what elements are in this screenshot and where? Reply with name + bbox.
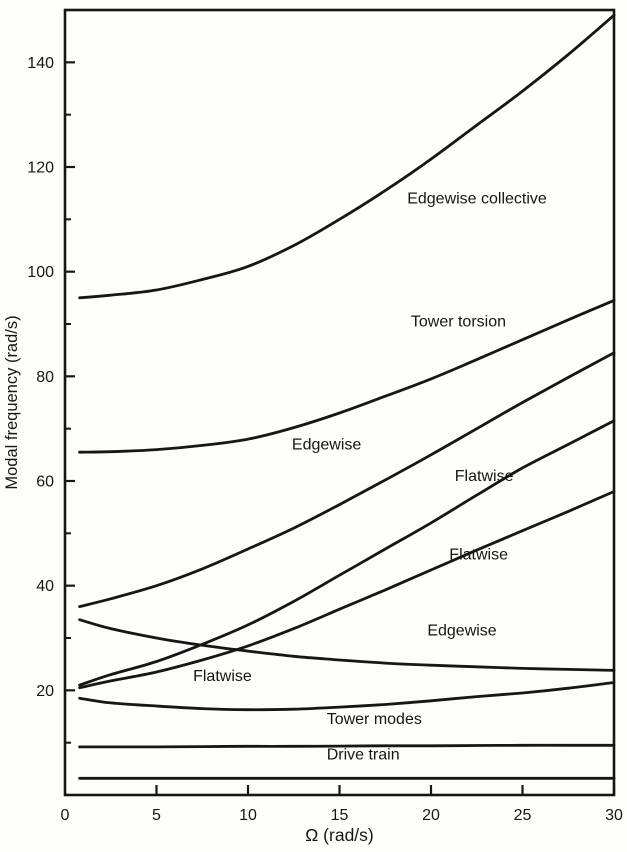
curve-label: Tower torsion	[411, 314, 506, 331]
plot-frame	[63, 8, 616, 797]
y-tick-label: 60	[36, 474, 54, 491]
x-tick-label: 10	[239, 807, 257, 824]
x-tick-label: 0	[61, 807, 70, 824]
curve-label: Edgewise	[292, 437, 361, 454]
y-axis-title: Modal frequency (rad/s)	[3, 315, 21, 489]
series-line-flatwise-middle	[78, 490, 616, 690]
y-tick-label: 140	[27, 55, 54, 72]
x-tick-label: 25	[514, 807, 532, 824]
series-line-tower-modes	[78, 743, 616, 749]
x-tick-label: 30	[605, 807, 623, 824]
x-tick-label: 5	[152, 807, 161, 824]
curve-label: Edgewise collective	[407, 191, 547, 208]
y-tick-label: 20	[36, 683, 54, 700]
y-tick-label: 80	[36, 369, 54, 386]
series-line-flatwise-lower	[78, 681, 616, 712]
x-axis-title: Ω (rad/s)	[305, 825, 374, 845]
curve-label: Flatwise	[193, 668, 252, 685]
series-line-edgewise-collective	[78, 13, 616, 300]
series-line-edgewise-descending	[78, 618, 616, 672]
series-line-edgewise-rising	[78, 351, 616, 608]
series-line-tower-torsion	[78, 299, 616, 454]
curve-label: Flatwise	[455, 468, 514, 485]
curve-label: Flatwise	[449, 547, 508, 564]
series-line-flatwise-upper	[78, 419, 616, 687]
curve-label: Tower modes	[327, 711, 422, 728]
y-tick-label: 40	[36, 578, 54, 595]
x-tick-label: 15	[331, 807, 349, 824]
x-tick-label: 20	[422, 807, 440, 824]
y-tick-label: 100	[27, 264, 54, 281]
curve-label: Drive train	[327, 746, 400, 763]
curve-label: Edgewise	[427, 622, 496, 639]
y-tick-label: 120	[27, 160, 54, 177]
